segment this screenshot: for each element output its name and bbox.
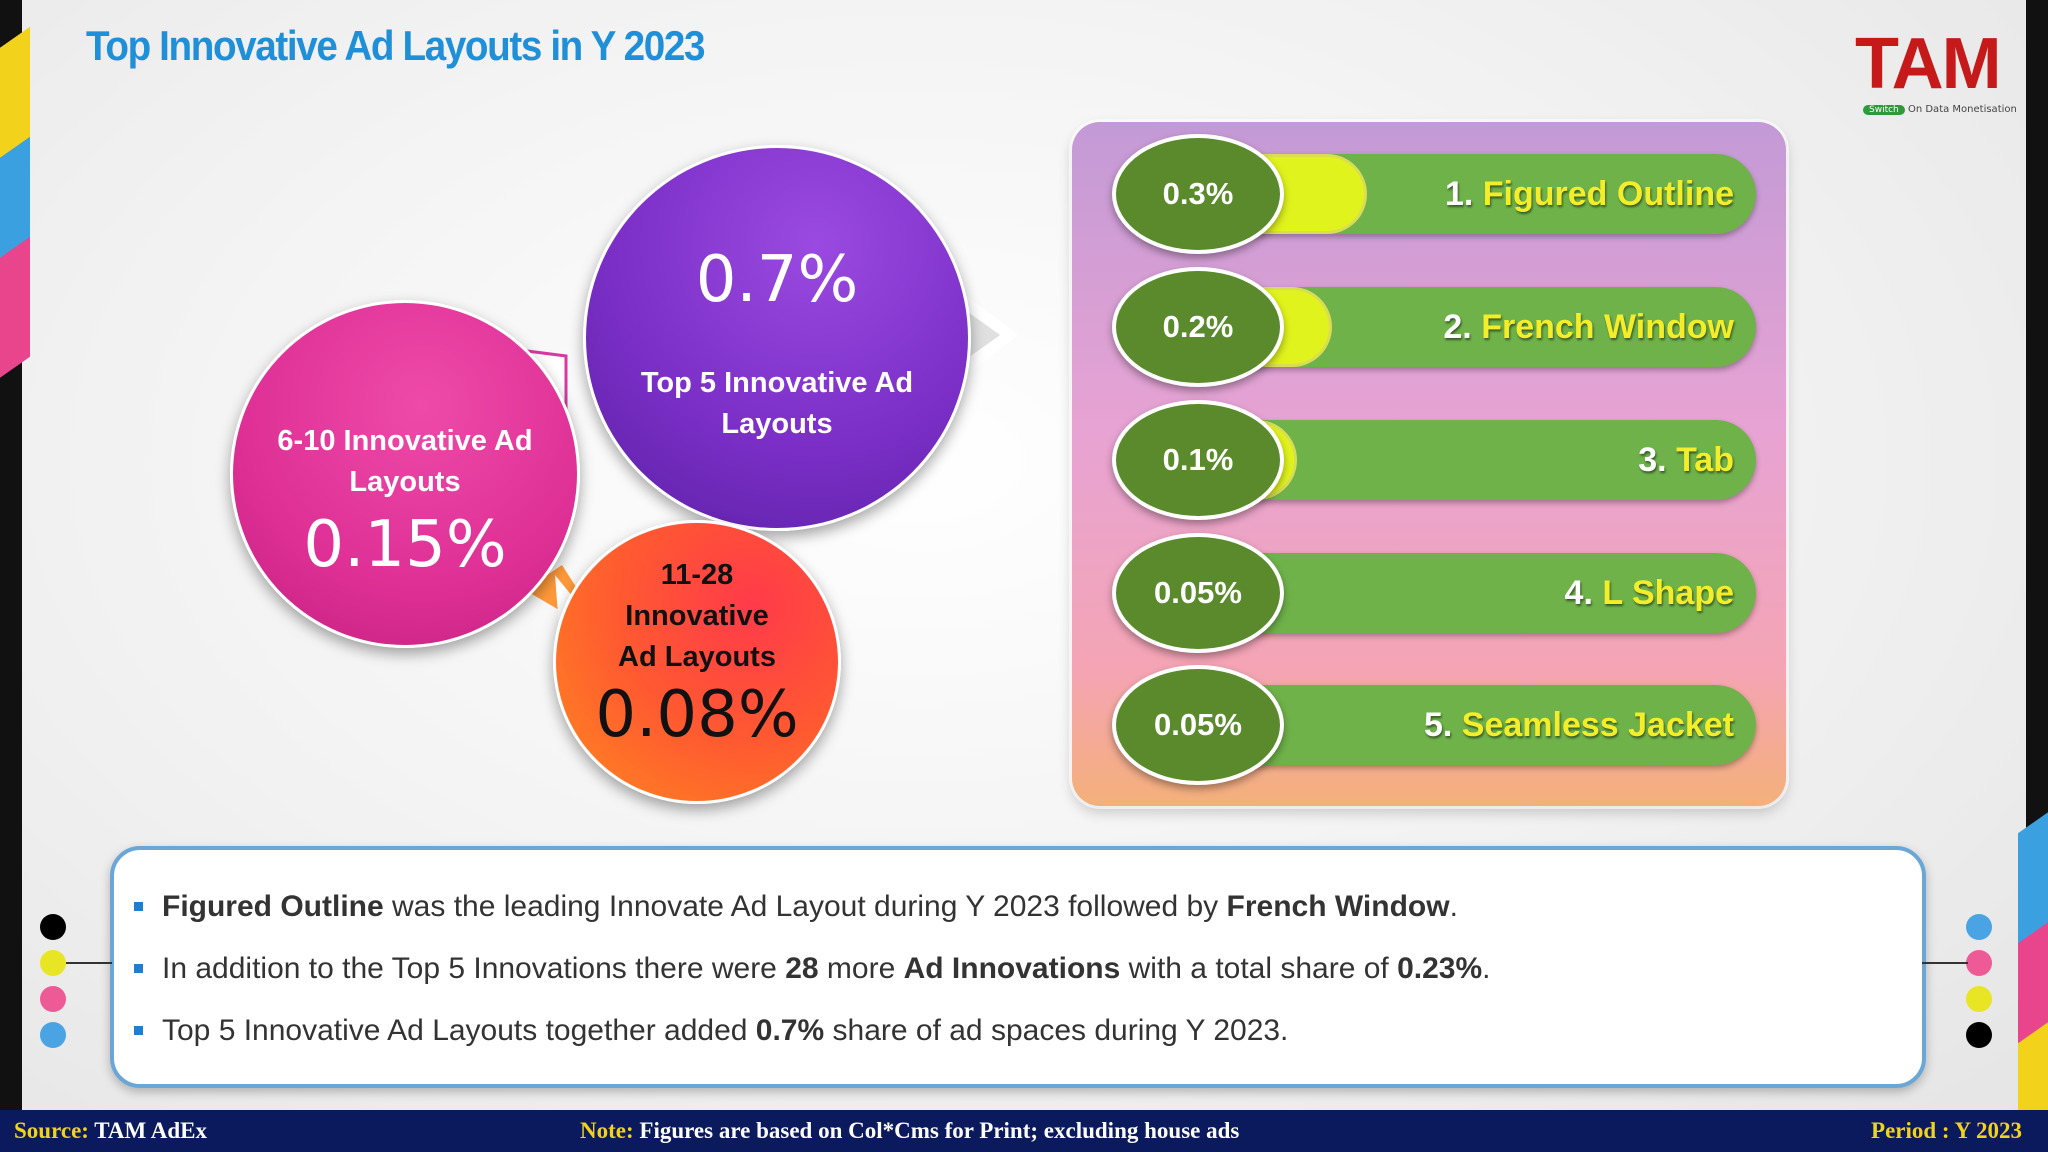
insight-2: In addition to the Top 5 Innovations the… [134, 952, 1491, 986]
bar-category: Tab [1676, 441, 1734, 479]
eleven-28-value: 0.08% [595, 678, 799, 752]
insight-2-b: 28 [785, 952, 819, 985]
decor-line [66, 962, 112, 964]
six-ten-label-line1: 6-10 Innovative Ad [277, 425, 533, 457]
footer-source: Source: TAM AdEx [14, 1110, 207, 1152]
six-ten-bubble: 6-10 Innovative Ad Layouts 0.15% [230, 300, 580, 648]
bar-value-label: 0.05% [1112, 665, 1284, 785]
eleven-28-bubble: 11-28 Innovative Ad Layouts 0.08% [553, 520, 841, 804]
bar-rank: 4. [1564, 574, 1593, 612]
bar-track [1202, 553, 1756, 633]
insight-1-a: Figured Outline [162, 890, 384, 923]
top5-label-line2: Layouts [721, 408, 833, 440]
left-decor-strip [0, 0, 30, 1110]
logo-tag-rest: Data Monetisation [1925, 104, 2017, 115]
ranking-panel: 0.3% 1. Figured Outline 0.2% 2. French W… [1072, 122, 1786, 806]
bar-row: 0.2% 2. French Window [1112, 267, 1756, 387]
insight-1-c: French Window [1226, 890, 1450, 923]
bullet-icon [134, 902, 143, 911]
eleven-28-label-line3: Ad Layouts [618, 641, 776, 673]
decor-dot [1966, 950, 1992, 976]
insight-3-b: 0.7% [755, 1014, 825, 1047]
top5-bubble: 0.7% Top 5 Innovative Ad Layouts [583, 145, 971, 531]
bar-value-label: 0.1% [1112, 400, 1284, 520]
insight-2-f: 0.23% [1397, 952, 1483, 985]
bar-category-label: 5. Seamless Jacket [1424, 685, 1734, 765]
bullet-icon [134, 1026, 143, 1035]
six-ten-value: 0.15% [303, 508, 507, 582]
footer-note: Note: Figures are based on Col*Cms for P… [580, 1110, 1239, 1152]
decor-line [1922, 962, 1968, 964]
six-ten-label-line2: Layouts [349, 466, 461, 498]
bar-category-label: 1. Figured Outline [1445, 154, 1734, 234]
logo-tag-switch: Switch [1863, 105, 1905, 115]
decor-dot [40, 950, 66, 976]
insight-3-c: share of ad spaces during Y 2023. [824, 1014, 1289, 1047]
decor-dot [40, 1022, 66, 1048]
insight-3-a: Top 5 Innovative Ad Layouts together add… [162, 1014, 756, 1047]
bar-category: Figured Outline [1482, 175, 1734, 213]
decor-dot [1966, 1022, 1992, 1048]
note-key: Note: [580, 1118, 634, 1143]
bar-value-label: 0.2% [1112, 267, 1284, 387]
bar-category: L Shape [1602, 574, 1734, 612]
bar-rank: 1. [1444, 175, 1474, 213]
insight-2-d: Ad Innovations [903, 952, 1121, 985]
insight-1-b: was the leading Innovate Ad Layout durin… [383, 890, 1227, 923]
decor-dot [40, 986, 66, 1012]
decor-dot [1966, 914, 1992, 940]
bar-category: Seamless Jacket [1461, 706, 1734, 744]
top5-label-line1: Top 5 Innovative Ad [640, 367, 914, 399]
bar-rank: 3. [1638, 441, 1667, 479]
logo-tagline: Switch On Data Monetisation [1863, 104, 2017, 115]
insight-3: Top 5 Innovative Ad Layouts together add… [134, 1014, 1289, 1048]
decor-dot [1966, 986, 1992, 1012]
top5-pointer-inner [968, 312, 1000, 358]
decor-dot [40, 914, 66, 940]
insight-1: Figured Outline was the leading Innovate… [134, 890, 1458, 924]
bar-value-label: 0.3% [1112, 134, 1284, 254]
eleven-28-label-line2: Innovative [625, 600, 769, 632]
bar-category-label: 4. L Shape [1565, 553, 1734, 633]
logo-tag-on: On [1907, 104, 1923, 115]
note-value: Figures are based on Col*Cms for Print; … [633, 1118, 1240, 1143]
bar-row: 0.1% 3. Tab [1112, 400, 1756, 520]
bar-category: French Window [1481, 308, 1734, 346]
insight-1-d: . [1449, 890, 1458, 923]
bar-rank: 5. [1423, 706, 1453, 744]
insight-2-e: with a total share of [1120, 952, 1398, 985]
page-title: Top Innovative Ad Layouts in Y 2023 [86, 22, 705, 69]
bar-row: 0.05% 5. Seamless Jacket [1112, 665, 1756, 785]
footer-period: Period : Y 2023 [1871, 1118, 2022, 1143]
bar-row: 0.3% 1. Figured Outline [1112, 134, 1756, 254]
bar-value-label: 0.05% [1112, 533, 1284, 653]
bar-category-label: 2. French Window [1443, 287, 1734, 367]
insight-2-g: . [1482, 952, 1491, 985]
source-key: Source: [14, 1118, 89, 1143]
insight-2-a: In addition to the Top 5 Innovations the… [162, 952, 786, 985]
bar-track [1202, 685, 1756, 765]
top5-value: 0.7% [695, 243, 859, 317]
footer-bar: Source: TAM AdEx Note: Figures are based… [0, 1110, 2048, 1152]
bar-row: 0.05% 4. L Shape [1112, 533, 1756, 653]
tam-logo: TAM Switch On Data Monetisation [1855, 24, 2017, 123]
insights-box: Figured Outline was the leading Innovate… [110, 846, 1926, 1088]
logo-text: TAM [1855, 24, 2002, 104]
bar-rank: 2. [1443, 308, 1472, 346]
insight-2-c: more [818, 952, 904, 985]
bar-category-label: 3. Tab [1638, 420, 1734, 500]
right-decor-strip [2018, 0, 2048, 1152]
source-value: TAM AdEx [88, 1118, 207, 1143]
eleven-28-label-line1: 11-28 [660, 559, 734, 591]
bullet-icon [134, 964, 143, 973]
